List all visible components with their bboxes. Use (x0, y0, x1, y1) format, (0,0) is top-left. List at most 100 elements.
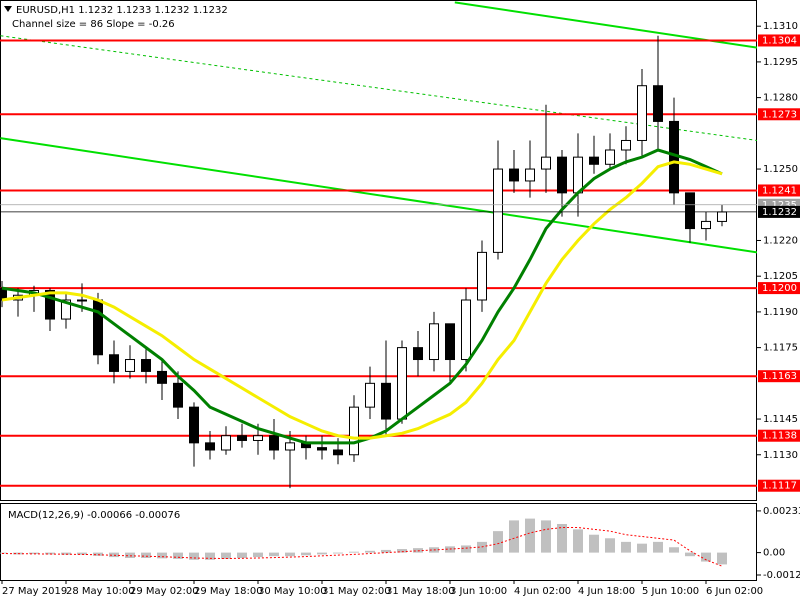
x-tick-label: 4 Jun 18:00 (578, 586, 635, 597)
x-tick-label: 27 May 2019 (2, 586, 67, 597)
macd-bar (269, 552, 279, 557)
main-plot (0, 1, 757, 489)
macd-bar (685, 552, 695, 557)
candle-body (365, 382, 375, 408)
y-tick-label: 1.1310 (763, 21, 798, 32)
level-tag (758, 370, 800, 383)
channel-line (0, 35, 757, 141)
x-tick-label: 4 Jun 02:00 (514, 586, 571, 597)
price-tag (758, 205, 800, 218)
candle-body (605, 149, 615, 165)
macd-bar (301, 552, 311, 556)
y-tick-label: 1.1250 (763, 164, 798, 175)
candle-body (125, 359, 135, 372)
candle-body (269, 435, 279, 451)
y-tick-label: 1.1175 (763, 343, 798, 354)
price-label: 1.1235 (762, 200, 797, 211)
x-tick-label: 3 Jun 10:00 (450, 586, 507, 597)
candle-body (621, 139, 631, 151)
candle-body (317, 447, 327, 451)
price-label: 1.1232 (762, 207, 797, 218)
candle-body (93, 299, 103, 356)
y-tick-label: 0.00 (763, 548, 785, 559)
macd-bar (93, 552, 103, 556)
level-label: 1.1138 (762, 431, 797, 442)
macd-bar (509, 520, 519, 553)
level-tag (758, 34, 800, 47)
y-tick-label: 1.1220 (763, 235, 798, 246)
chart-subtitle: Channel size = 86 Slope = -0.26 (12, 19, 175, 30)
candle-body (541, 156, 551, 170)
macd-bar (29, 552, 39, 555)
candle-body (381, 382, 391, 420)
candle-body (685, 192, 695, 230)
macd-bar (253, 552, 263, 558)
candle-body (509, 168, 519, 182)
macd-bar (141, 552, 151, 558)
macd-bar (285, 552, 295, 557)
level-tag (758, 429, 800, 442)
macd-bar (493, 531, 503, 553)
x-tick-label: 31 May 18:00 (386, 586, 455, 597)
y-tick-label: -0.00125 (763, 570, 800, 581)
candle-body (45, 289, 55, 320)
x-tick-label: 29 May 02:00 (130, 586, 199, 597)
chart-title: EURUSD,H1 1.1232 1.1233 1.1232 1.1232 (16, 5, 228, 16)
y-tick-label: 1.1130 (763, 450, 798, 461)
candle-body (701, 220, 711, 230)
level-label: 1.1273 (762, 109, 797, 120)
candle-body (237, 435, 247, 441)
macd-bar (381, 549, 391, 553)
level-label: 1.1241 (762, 185, 797, 196)
level-label: 1.1304 (762, 35, 797, 46)
candle-body (589, 156, 599, 165)
macd-bar (637, 543, 647, 553)
candle-body (461, 299, 471, 361)
y-tick-label: 1.1295 (763, 57, 798, 68)
level-label: 1.1200 (762, 283, 797, 294)
x-tick-label: 5 Jun 10:00 (642, 586, 699, 597)
candle-body (413, 347, 423, 361)
macd-bar (653, 541, 663, 553)
level-tag (758, 282, 800, 295)
level-tag (758, 108, 800, 121)
candle-body (157, 370, 167, 384)
candle-body (653, 85, 663, 122)
candle-body (109, 354, 119, 372)
candle-body (525, 168, 535, 182)
menu-icon[interactable] (4, 6, 12, 12)
y-tick-label: 0.00233 (763, 506, 800, 517)
axes: 1.1310 1.1295 1.1280 1.1250 1.1220 1.1205 1.11… (1, 21, 800, 597)
macd-bar (605, 538, 615, 553)
macd-bar (237, 552, 247, 558)
candle-body (429, 323, 439, 361)
macd-bar (205, 552, 215, 560)
candle-body (253, 435, 263, 441)
macd-bar (317, 552, 327, 555)
candle-body (173, 382, 183, 408)
candle-body (333, 449, 343, 456)
macd-bar (333, 552, 343, 554)
macd-bar (173, 552, 183, 559)
main-panel (0, 0, 757, 501)
x-tick-label: 28 May 10:00 (66, 586, 135, 597)
candle-body (445, 323, 455, 361)
macd-bar (557, 523, 567, 553)
level-label: 1.1163 (762, 371, 797, 382)
macd-bar (365, 550, 375, 553)
y-tick-label: 1.1280 (763, 93, 798, 104)
level-tag (758, 479, 800, 492)
macd-bar (573, 529, 583, 553)
candle-body (557, 156, 567, 194)
x-tick-label: 6 Jun 02:00 (706, 586, 763, 597)
channel-line (0, 137, 757, 254)
macd-bar (189, 552, 199, 560)
x-tick-label: 31 May 02:00 (322, 586, 391, 597)
candle-body (493, 168, 503, 253)
candle-body (349, 406, 359, 456)
candle-body (141, 359, 151, 372)
macd-bar (221, 552, 231, 559)
signal-line (1, 527, 723, 567)
macd-bar (125, 552, 135, 558)
